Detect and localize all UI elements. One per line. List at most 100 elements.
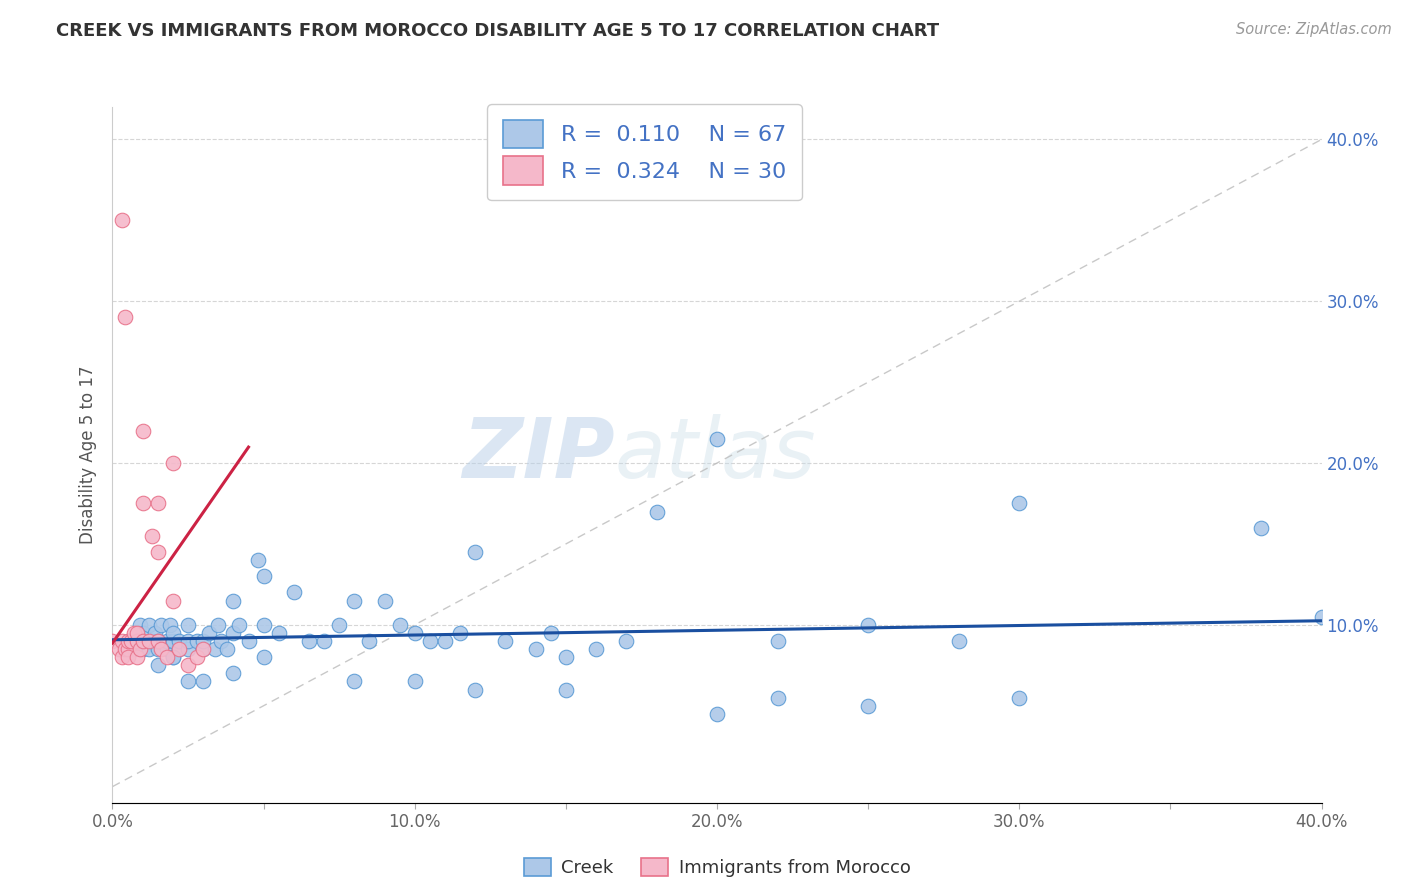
Point	[162, 593, 184, 607]
Point	[554, 682, 576, 697]
Point	[138, 642, 160, 657]
Point	[209, 634, 232, 648]
Point	[766, 634, 789, 648]
Point	[177, 642, 200, 657]
Point	[217, 642, 239, 657]
Point	[283, 585, 305, 599]
Point	[191, 674, 214, 689]
Point	[110, 634, 132, 648]
Point	[246, 553, 269, 567]
Point	[267, 626, 290, 640]
Point	[495, 634, 517, 648]
Point	[585, 642, 607, 657]
Point	[343, 593, 366, 607]
Point	[141, 529, 163, 543]
Text: atlas: atlas	[614, 415, 815, 495]
Point	[238, 634, 260, 648]
Point	[138, 617, 160, 632]
Point	[191, 642, 214, 657]
Point	[162, 650, 184, 665]
Point	[191, 642, 214, 657]
Point	[114, 642, 136, 657]
Point	[162, 626, 184, 640]
Point	[146, 634, 169, 648]
Text: ZIP: ZIP	[461, 415, 614, 495]
Point	[404, 626, 426, 640]
Point	[1250, 521, 1272, 535]
Point	[146, 496, 169, 510]
Point	[177, 617, 200, 632]
Point	[524, 642, 547, 657]
Point	[464, 682, 486, 697]
Point	[132, 626, 155, 640]
Point	[374, 593, 396, 607]
Point	[132, 634, 155, 648]
Point	[125, 634, 148, 648]
Y-axis label: Disability Age 5 to 17: Disability Age 5 to 17	[79, 366, 97, 544]
Point	[207, 617, 229, 632]
Point	[114, 310, 136, 325]
Point	[856, 617, 880, 632]
Point	[128, 642, 150, 657]
Point	[177, 674, 200, 689]
Point	[156, 634, 179, 648]
Point	[156, 642, 179, 657]
Point	[138, 634, 160, 648]
Legend: Creek, Immigrants from Morocco: Creek, Immigrants from Morocco	[516, 850, 918, 884]
Point	[186, 650, 208, 665]
Point	[1008, 496, 1031, 510]
Point	[143, 626, 166, 640]
Text: CREEK VS IMMIGRANTS FROM MOROCCO DISABILITY AGE 5 TO 17 CORRELATION CHART: CREEK VS IMMIGRANTS FROM MOROCCO DISABIL…	[56, 22, 939, 40]
Point	[388, 617, 411, 632]
Point	[162, 634, 184, 648]
Point	[120, 634, 142, 648]
Point	[404, 674, 426, 689]
Point	[156, 650, 179, 665]
Point	[1008, 690, 1031, 705]
Point	[162, 650, 184, 665]
Point	[128, 617, 150, 632]
Point	[117, 634, 139, 648]
Point	[141, 634, 163, 648]
Point	[706, 706, 728, 721]
Point	[122, 642, 145, 657]
Point	[253, 650, 276, 665]
Point	[132, 496, 155, 510]
Point	[554, 650, 576, 665]
Point	[464, 545, 486, 559]
Point	[204, 642, 226, 657]
Point	[198, 626, 221, 640]
Point	[149, 617, 172, 632]
Point	[706, 432, 728, 446]
Point	[117, 634, 139, 648]
Point	[359, 634, 381, 648]
Point	[222, 593, 245, 607]
Point	[101, 634, 124, 648]
Point	[328, 617, 350, 632]
Point	[616, 634, 638, 648]
Point	[167, 634, 190, 648]
Point	[125, 626, 148, 640]
Point	[110, 213, 132, 227]
Point	[1310, 609, 1333, 624]
Point	[298, 634, 321, 648]
Point	[177, 634, 200, 648]
Point	[191, 634, 214, 648]
Point	[766, 690, 789, 705]
Point	[132, 634, 155, 648]
Point	[948, 634, 970, 648]
Point	[186, 634, 208, 648]
Text: Source: ZipAtlas.com: Source: ZipAtlas.com	[1236, 22, 1392, 37]
Point	[419, 634, 441, 648]
Point	[540, 626, 562, 640]
Point	[122, 626, 145, 640]
Point	[856, 698, 880, 713]
Point	[433, 634, 456, 648]
Point	[149, 642, 172, 657]
Point	[253, 617, 276, 632]
Point	[125, 650, 148, 665]
Point	[222, 626, 245, 640]
Point	[645, 504, 668, 518]
Point	[117, 642, 139, 657]
Point	[177, 658, 200, 673]
